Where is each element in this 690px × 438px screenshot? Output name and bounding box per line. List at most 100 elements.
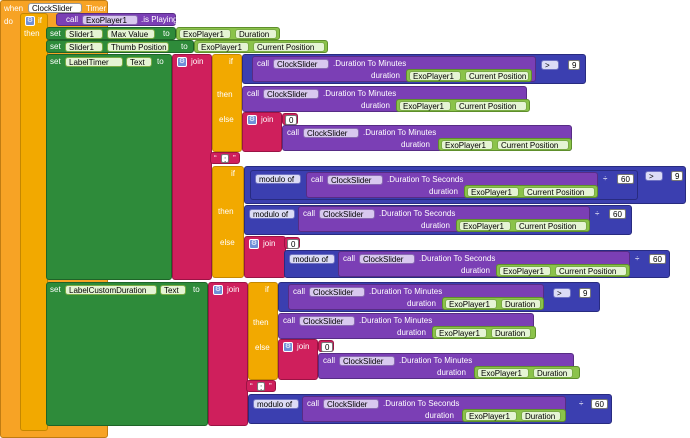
component-dropdown[interactable]: ClockSlider <box>273 59 329 69</box>
component-dropdown[interactable]: LabelTimer <box>65 57 123 67</box>
join-block[interactable]: ⚙ join <box>278 339 318 380</box>
is-playing-call[interactable]: call ExoPlayer1 .is Playing <box>56 13 177 26</box>
text-field[interactable]: : <box>257 382 266 392</box>
set-labelcustomduration-text[interactable]: set LabelCustomDuration Text to <box>46 282 208 426</box>
text-colon[interactable]: “ : ” <box>246 380 276 392</box>
component-dropdown[interactable]: ExoPlayer1 <box>82 15 138 25</box>
text-field[interactable]: 0 <box>285 115 298 125</box>
set-labeltimer-text[interactable]: set LabelTimer Text to <box>46 54 172 280</box>
operator-dropdown[interactable]: > <box>645 171 663 181</box>
exo-duration-getter[interactable]: ExoPlayer1 Duration <box>462 409 566 422</box>
operator-dropdown[interactable]: > <box>553 288 571 298</box>
component-dropdown[interactable]: Slider1 <box>65 42 103 52</box>
component-dropdown[interactable]: Slider1 <box>65 29 103 39</box>
property-dropdown[interactable]: Current Position <box>523 187 595 197</box>
exo-position-getter[interactable]: ExoPlayer1 Current Position <box>194 40 328 53</box>
component-dropdown[interactable]: ExoPlayer1 <box>467 187 519 197</box>
number-field[interactable]: 9 <box>568 60 581 70</box>
duration-to-minutes-call[interactable]: call ClockSlider .Duration To Minutes du… <box>288 284 544 310</box>
component-dropdown[interactable]: ClockSlider <box>327 175 383 185</box>
duration-to-minutes-call[interactable]: call ClockSlider .Duration To Minutes du… <box>242 86 527 112</box>
component-dropdown[interactable]: ExoPlayer1 <box>399 101 451 111</box>
text-field[interactable]: : <box>221 154 230 164</box>
modulo-dropdown[interactable]: modulo of <box>255 174 301 184</box>
number-field[interactable]: 60 <box>617 174 634 184</box>
operator-dropdown[interactable]: > <box>541 60 559 70</box>
exo-duration-getter[interactable]: ExoPlayer1 Duration <box>442 297 544 310</box>
component-dropdown[interactable]: ClockSlider <box>263 89 319 99</box>
component-dropdown[interactable]: ExoPlayer1 <box>179 29 231 39</box>
property-dropdown[interactable]: Max Value <box>107 29 155 39</box>
number-field[interactable]: 60 <box>591 399 608 409</box>
property-dropdown[interactable]: Duration <box>521 411 561 421</box>
text-field[interactable]: 0 <box>287 239 300 249</box>
modulo-dropdown[interactable]: modulo of <box>249 209 295 219</box>
number-field[interactable]: 60 <box>649 254 666 264</box>
property-dropdown[interactable]: Current Position <box>455 101 527 111</box>
number-field[interactable]: 9 <box>671 171 684 181</box>
property-dropdown[interactable]: Text <box>160 285 186 295</box>
exo-position-getter[interactable]: ExoPlayer1 Current Position <box>396 99 530 112</box>
component-dropdown[interactable]: LabelCustomDuration <box>65 285 157 295</box>
component-dropdown[interactable]: ClockSlider <box>303 128 359 138</box>
property-dropdown[interactable]: Duration <box>491 328 531 338</box>
join-block[interactable]: ⚙ join <box>172 54 212 280</box>
property-dropdown[interactable]: Thumb Position <box>107 42 169 52</box>
modulo-dropdown[interactable]: modulo of <box>289 254 335 264</box>
exo-position-getter[interactable]: ExoPlayer1 Current Position <box>438 138 572 151</box>
set-slider-max[interactable]: set Slider1 Max Value to <box>46 27 176 40</box>
property-dropdown[interactable]: Duration <box>533 368 573 378</box>
gear-icon[interactable]: ⚙ <box>249 239 259 249</box>
gear-icon[interactable]: ⚙ <box>213 285 223 295</box>
number-field[interactable]: 9 <box>579 288 592 298</box>
text-colon[interactable]: “ : ” <box>210 152 240 164</box>
set-slider-thumb[interactable]: set Slider1 Thumb Position to <box>46 40 194 53</box>
component-dropdown[interactable]: ExoPlayer1 <box>441 140 493 150</box>
event-component-dropdown[interactable]: ClockSlider <box>28 3 82 13</box>
component-dropdown[interactable]: ExoPlayer1 <box>435 328 487 338</box>
text-field[interactable]: 0 <box>321 342 334 352</box>
number-field[interactable]: 60 <box>609 209 626 219</box>
component-dropdown[interactable]: ExoPlayer1 <box>477 368 529 378</box>
property-dropdown[interactable]: Current Position <box>253 42 325 52</box>
gear-icon[interactable]: ⚙ <box>177 57 187 67</box>
property-dropdown[interactable]: Current Position <box>465 71 529 81</box>
join-block[interactable]: ⚙ join <box>208 282 248 426</box>
property-dropdown[interactable]: Duration <box>501 299 541 309</box>
inline-if-minutes[interactable]: if then else <box>248 282 278 380</box>
exo-duration-getter[interactable]: ExoPlayer1 Duration <box>176 27 280 40</box>
exo-position-getter[interactable]: ExoPlayer1 Current Position <box>406 69 532 82</box>
exo-duration-getter[interactable]: ExoPlayer1 Duration <box>432 326 536 339</box>
exo-position-getter[interactable]: ExoPlayer1 Current Position <box>456 219 590 232</box>
join-block[interactable]: ⚙ join <box>242 112 282 152</box>
inline-if-minutes[interactable]: if then else <box>212 54 242 152</box>
property-dropdown[interactable]: Duration <box>235 29 277 39</box>
exo-position-getter[interactable]: ExoPlayer1 Current Position <box>464 185 598 198</box>
component-dropdown[interactable]: ExoPlayer1 <box>499 266 551 276</box>
component-dropdown[interactable]: ExoPlayer1 <box>445 299 497 309</box>
text-zero[interactable]: 0 <box>318 340 334 352</box>
if-block[interactable]: ⚙ if then <box>20 13 48 431</box>
text-zero[interactable]: 0 <box>284 237 300 249</box>
inline-if-seconds[interactable]: if then else <box>212 166 244 278</box>
property-dropdown[interactable]: Current Position <box>515 221 587 231</box>
join-block[interactable]: ⚙ join <box>244 236 286 278</box>
exo-position-getter[interactable]: ExoPlayer1 Current Position <box>496 264 630 277</box>
exo-duration-getter[interactable]: ExoPlayer1 Duration <box>474 366 580 379</box>
property-dropdown[interactable]: Current Position <box>555 266 627 276</box>
component-dropdown[interactable]: ExoPlayer1 <box>459 221 511 231</box>
gear-icon[interactable]: ⚙ <box>25 16 35 26</box>
component-dropdown[interactable]: ClockSlider <box>299 316 355 326</box>
property-dropdown[interactable]: Current Position <box>497 140 569 150</box>
component-dropdown[interactable]: ClockSlider <box>339 356 395 366</box>
text-zero[interactable]: 0 <box>282 113 298 125</box>
property-dropdown[interactable]: Text <box>126 57 152 67</box>
component-dropdown[interactable]: ExoPlayer1 <box>409 71 461 81</box>
duration-to-seconds-call[interactable]: call ClockSlider .Duration To Seconds du… <box>302 396 566 422</box>
component-dropdown[interactable]: ExoPlayer1 <box>197 42 249 52</box>
component-dropdown[interactable]: ClockSlider <box>309 287 365 297</box>
component-dropdown[interactable]: ClockSlider <box>319 209 375 219</box>
gear-icon[interactable]: ⚙ <box>283 342 293 352</box>
component-dropdown[interactable]: ExoPlayer1 <box>465 411 517 421</box>
component-dropdown[interactable]: ClockSlider <box>323 399 379 409</box>
